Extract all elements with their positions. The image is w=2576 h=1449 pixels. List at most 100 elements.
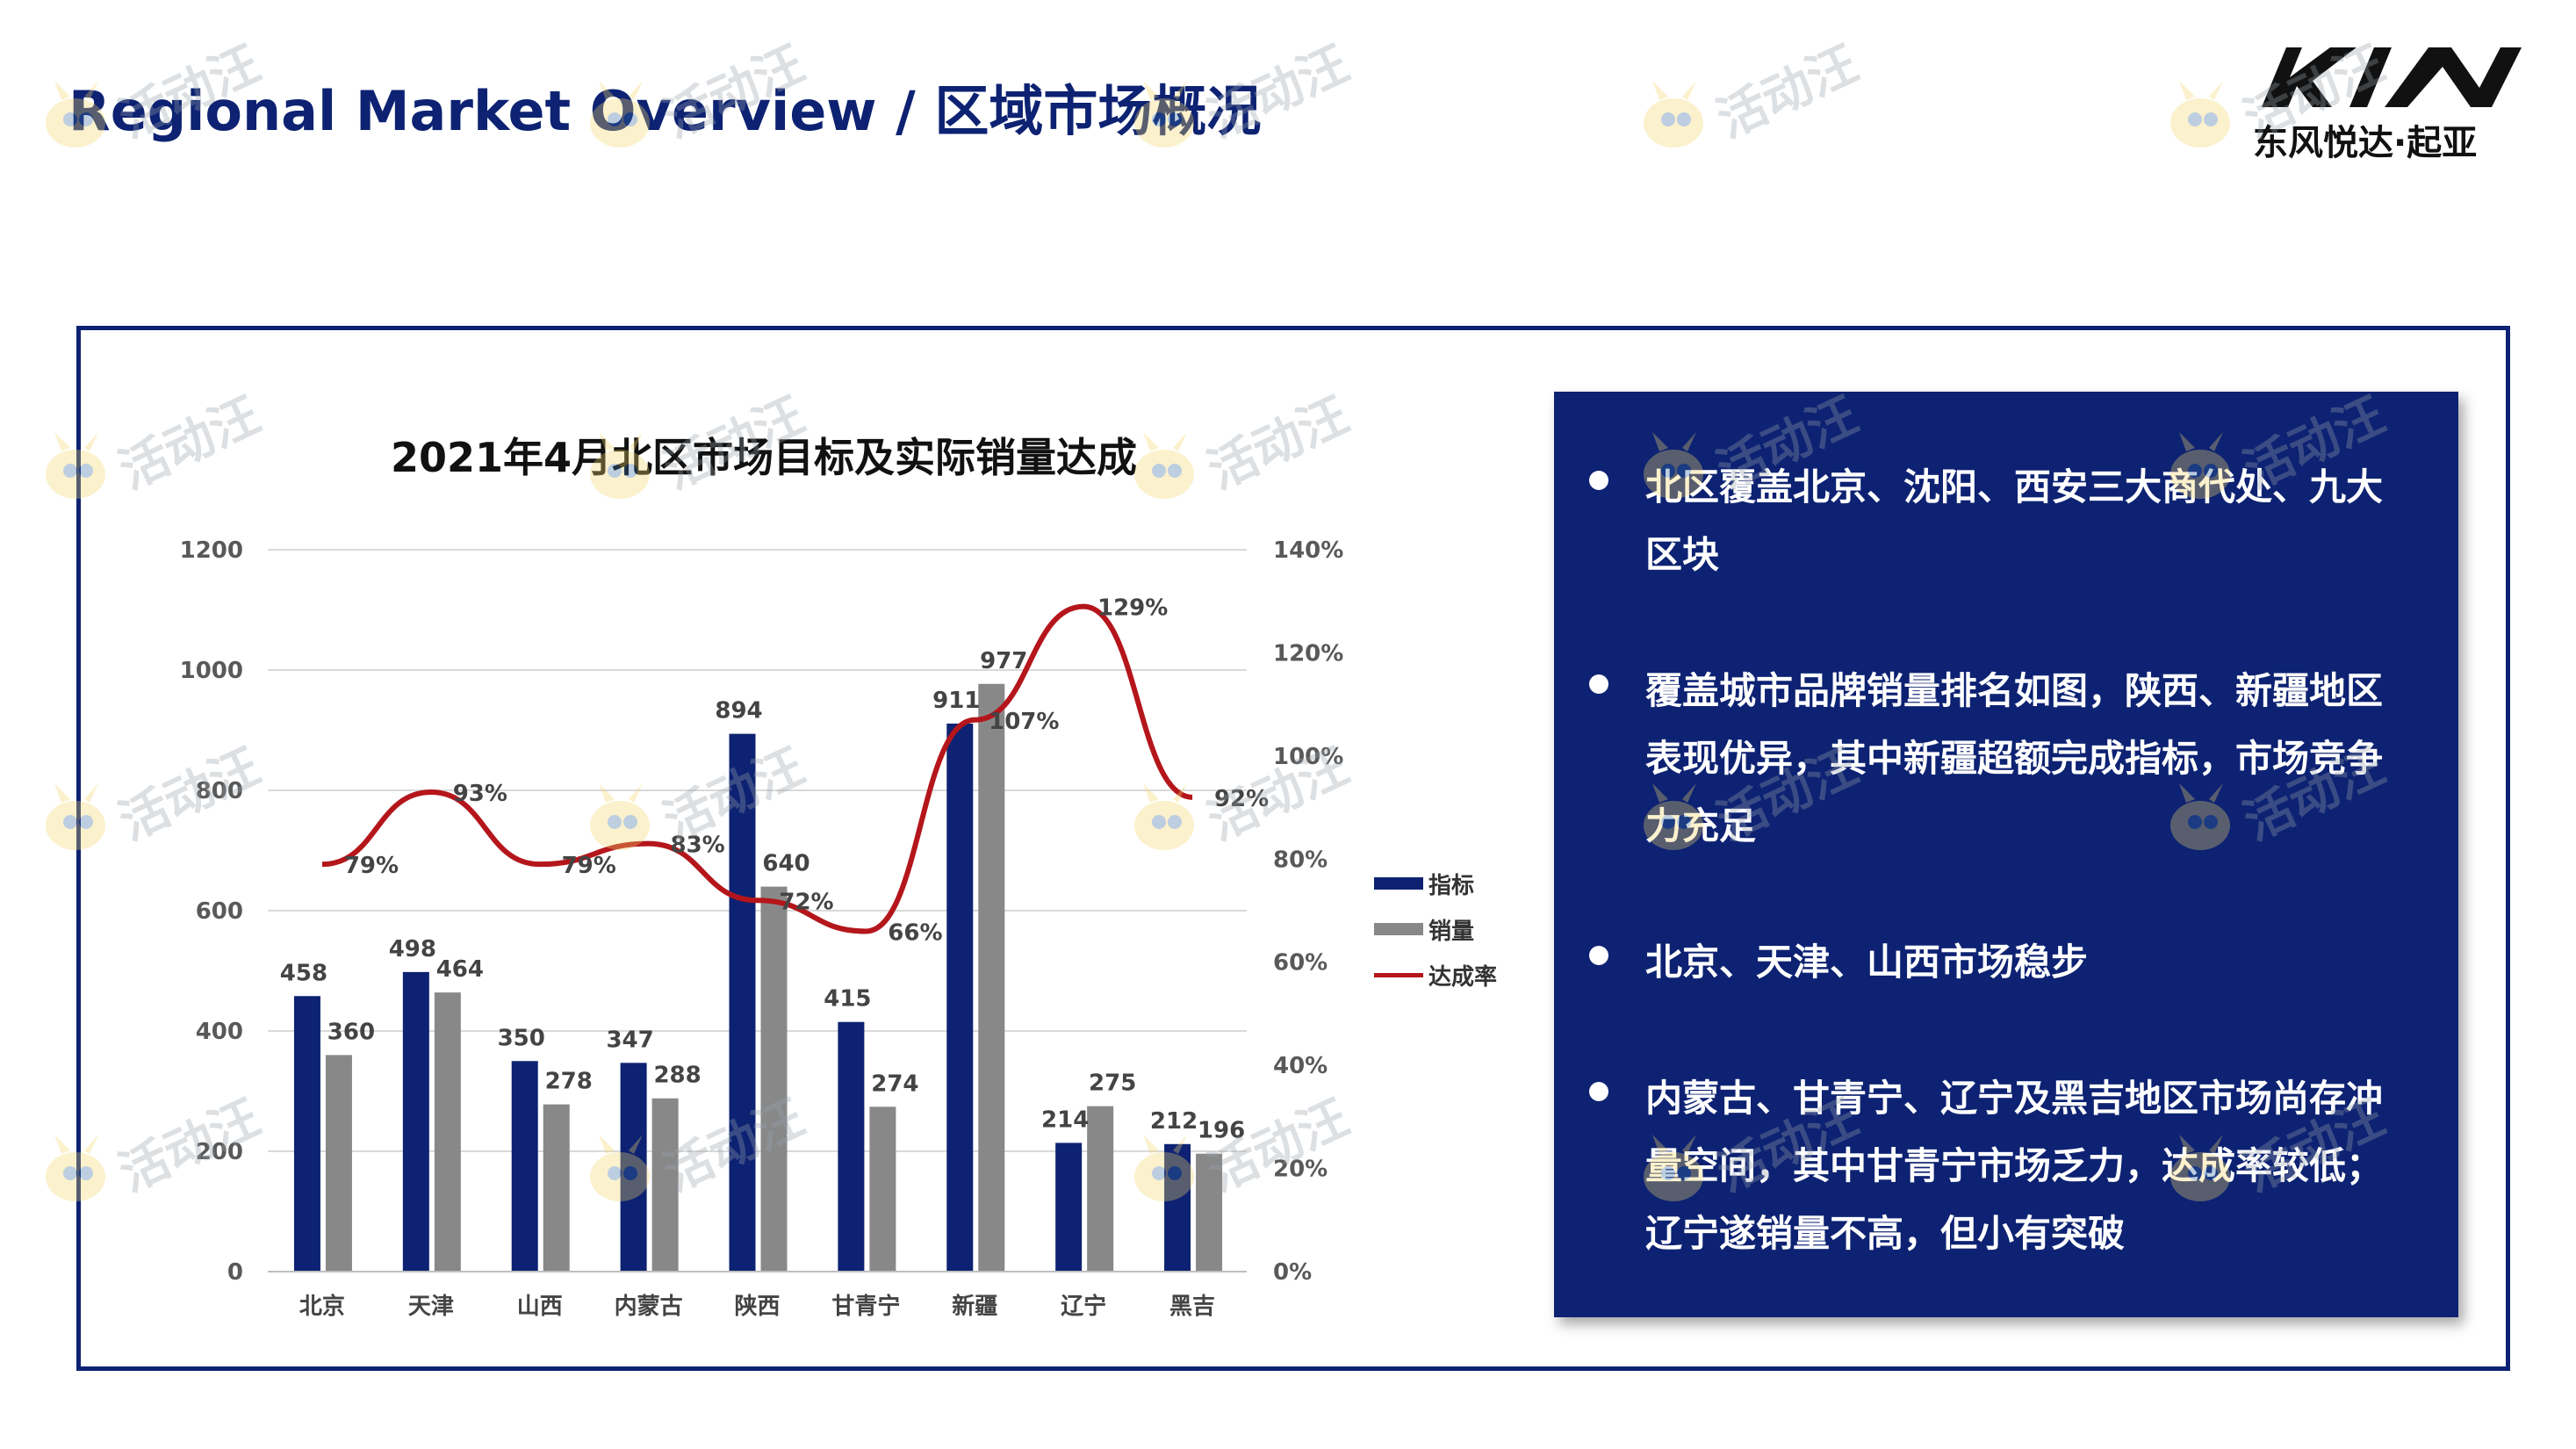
y-axis-right-tick: 40% xyxy=(1273,1053,1328,1079)
summary-bullet: 北京、天津、山西市场稳步 xyxy=(1589,928,2423,996)
y-axis-left-tick: 600 xyxy=(196,898,243,925)
data-label-target: 350 xyxy=(498,1025,545,1051)
bullet-dot-icon xyxy=(1589,946,1608,965)
bar-sales xyxy=(978,683,1005,1272)
y-axis-right-tick: 140% xyxy=(1273,537,1343,564)
x-axis-tick: 天津 xyxy=(408,1294,454,1320)
bar-sales xyxy=(1087,1106,1114,1272)
y-axis-right-tick: 120% xyxy=(1273,640,1343,667)
data-label-rate: 79% xyxy=(562,853,616,879)
data-label-sales: 288 xyxy=(653,1063,701,1089)
data-label-sales: 360 xyxy=(327,1019,375,1045)
summary-bullet: 覆盖城市品牌销量排名如图，陕西、新疆地区表现优异，其中新疆超额完成指标，市场竞争… xyxy=(1589,657,2423,860)
kia-logo-icon xyxy=(2262,47,2522,107)
bullet-dot-icon xyxy=(1589,471,1608,490)
x-axis-tick: 甘青宁 xyxy=(831,1293,900,1320)
y-axis-left-tick: 1000 xyxy=(180,658,243,684)
x-axis-tick: 内蒙古 xyxy=(615,1294,683,1320)
data-label-rate: 83% xyxy=(670,833,724,859)
data-label-target: 214 xyxy=(1041,1107,1089,1133)
y-axis-right-tick: 0% xyxy=(1273,1259,1312,1286)
y-axis-right-tick: 20% xyxy=(1273,1157,1328,1183)
data-label-target: 894 xyxy=(715,698,762,724)
bar-sales xyxy=(543,1104,570,1272)
data-label-sales: 464 xyxy=(436,956,484,983)
summary-bullet: 内蒙古、甘青宁、辽宁及黑吉地区市场尚存冲量空间，其中甘青宁市场乏力，达成率较低；… xyxy=(1589,1064,2423,1267)
bar-sales xyxy=(651,1098,679,1272)
summary-bullet-text: 北京、天津、山西市场稳步 xyxy=(1645,941,2089,984)
data-label-rate: 72% xyxy=(779,889,833,915)
chart-title: 2021年4月北区市场目标及实际销量达成 xyxy=(390,434,1138,481)
data-label-sales: 275 xyxy=(1089,1071,1136,1097)
content-frame xyxy=(76,326,2510,1371)
legend-line-rate xyxy=(1374,972,1423,977)
data-label-target: 911 xyxy=(932,688,980,714)
brand-logo: 东风悦达·起亚 xyxy=(2244,37,2543,169)
y-axis-right-tick: 60% xyxy=(1273,950,1328,977)
chart-legend: 指标 销量 达成率 xyxy=(1374,861,1497,998)
legend-swatch-target xyxy=(1374,877,1423,890)
bar-target xyxy=(838,1021,865,1272)
bar-sales xyxy=(1196,1153,1223,1272)
legend-item-rate: 达成率 xyxy=(1374,952,1497,998)
y-axis-left-tick: 200 xyxy=(196,1139,243,1165)
data-label-sales: 196 xyxy=(1198,1118,1245,1144)
x-axis-tick: 新疆 xyxy=(952,1293,997,1320)
summary-panel: 北区覆盖北京、沈阳、西安三大商代处、九大区块 覆盖城市品牌销量排名如图，陕西、新… xyxy=(1554,392,2458,1317)
data-label-sales: 278 xyxy=(545,1069,593,1095)
data-label-rate: 129% xyxy=(1097,595,1168,622)
bar-target xyxy=(620,1063,647,1272)
bar-target xyxy=(1055,1143,1083,1272)
bullet-dot-icon xyxy=(1589,674,1608,694)
bar-target xyxy=(946,723,974,1272)
summary-bullet-text: 覆盖城市品牌销量排名如图，陕西、新疆地区表现优异，其中新疆超额完成指标，市场竞争… xyxy=(1645,669,2384,847)
data-label-target: 498 xyxy=(389,936,436,962)
bullet-dot-icon xyxy=(1589,1082,1608,1101)
summary-bullet-text: 内蒙古、甘青宁、辽宁及黑吉地区市场尚存冲量空间，其中甘青宁市场乏力，达成率较低；… xyxy=(1645,1077,2384,1255)
bar-target xyxy=(402,971,429,1272)
summary-bullet-text: 北区覆盖北京、沈阳、西安三大商代处、九大区块 xyxy=(1645,465,2384,576)
legend-label-target: 指标 xyxy=(1428,872,1475,899)
data-label-rate: 79% xyxy=(344,853,399,879)
summary-bullet: 北区覆盖北京、沈阳、西安三大商代处、九大区块 xyxy=(1589,453,2423,588)
page-title: Regional Market Overview / 区域市场概况 xyxy=(68,79,1262,143)
legend-item-sales: 销量 xyxy=(1374,906,1497,952)
y-axis-left-tick: 1200 xyxy=(180,537,243,564)
x-axis-tick: 辽宁 xyxy=(1061,1293,1106,1320)
legend-label-sales: 销量 xyxy=(1428,918,1475,945)
bar-target xyxy=(511,1061,538,1272)
y-axis-left-tick: 400 xyxy=(196,1019,243,1045)
y-axis-right-tick: 100% xyxy=(1273,744,1343,770)
x-axis-tick: 黑吉 xyxy=(1169,1294,1215,1320)
x-axis-tick: 陕西 xyxy=(734,1294,780,1320)
x-axis-tick: 山西 xyxy=(517,1294,563,1320)
bar-sales xyxy=(434,992,461,1272)
data-label-rate: 107% xyxy=(989,709,1059,735)
brand-subtitle: 东风悦达·起亚 xyxy=(2253,123,2478,163)
bar-sales xyxy=(760,886,788,1272)
y-axis-left-tick: 0 xyxy=(227,1259,243,1286)
data-label-rate: 92% xyxy=(1214,786,1269,812)
data-label-target: 212 xyxy=(1150,1108,1198,1135)
data-label-target: 415 xyxy=(824,986,871,1013)
bar-sales xyxy=(869,1107,896,1272)
y-axis-right-tick: 80% xyxy=(1273,847,1328,873)
bar-target xyxy=(293,996,320,1272)
data-label-sales: 640 xyxy=(762,851,809,877)
legend-swatch-sales xyxy=(1374,923,1423,935)
legend-label-rate: 达成率 xyxy=(1428,963,1498,991)
data-label-target: 347 xyxy=(606,1027,653,1053)
legend-item-target: 指标 xyxy=(1374,861,1497,906)
bar-target xyxy=(729,733,756,1272)
bar-sales xyxy=(325,1055,352,1272)
x-axis-tick: 北京 xyxy=(299,1293,345,1320)
data-label-target: 458 xyxy=(280,960,327,986)
data-label-rate: 93% xyxy=(453,781,507,807)
y-axis-left-tick: 800 xyxy=(196,778,243,804)
data-label-sales: 977 xyxy=(980,648,1027,674)
bar-target xyxy=(1164,1143,1191,1272)
data-label-rate: 66% xyxy=(888,919,942,946)
rate-line xyxy=(321,603,1193,934)
data-label-sales: 274 xyxy=(871,1071,918,1097)
